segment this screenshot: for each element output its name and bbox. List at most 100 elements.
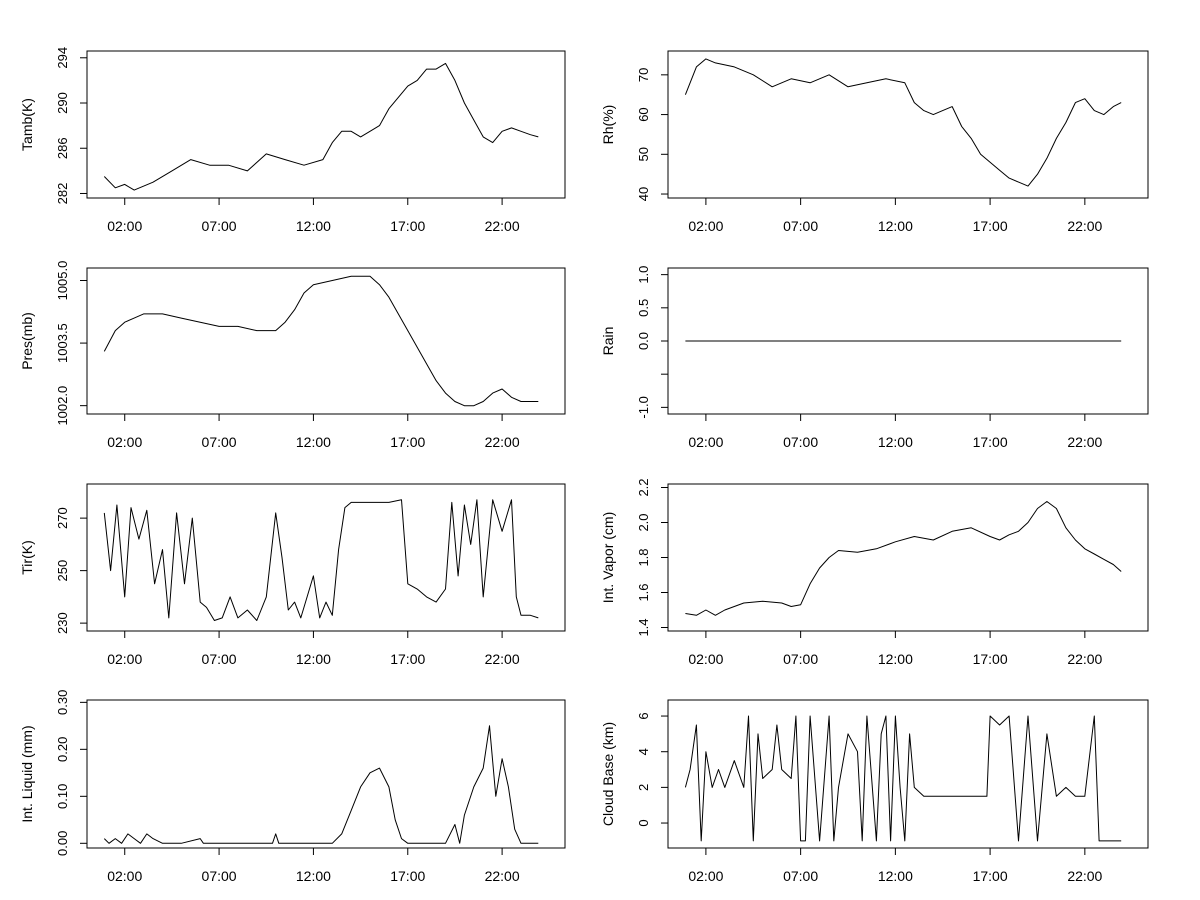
y-tick-label: 282 [55, 183, 70, 205]
plot-frame [667, 50, 1149, 199]
x-tick-label: 22:00 [1067, 651, 1102, 667]
x-tick-label: 22:00 [1067, 434, 1102, 450]
x-tick-label: 12:00 [878, 218, 913, 234]
y-tick-label: 270 [55, 507, 70, 529]
y-tick-label: 2.0 [636, 513, 651, 531]
x-tick-label: 02:00 [107, 651, 142, 667]
x-tick-label: 02:00 [688, 868, 723, 884]
x-tick-label: 07:00 [202, 651, 237, 667]
x-tick-label: 02:00 [107, 218, 142, 234]
y-tick-label: 60 [636, 107, 651, 121]
x-tick-label: 17:00 [390, 868, 425, 884]
y-tick-label: 0.10 [55, 784, 70, 809]
x-tick-label: 22:00 [485, 218, 520, 234]
y-tick-label: 250 [55, 560, 70, 582]
x-tick-label: 17:00 [973, 651, 1008, 667]
plot-frame [667, 699, 1149, 849]
y-axis-label: Rh(%) [600, 105, 616, 145]
series-line [103, 62, 539, 191]
series-line [103, 725, 539, 844]
x-tick-label: 07:00 [783, 434, 818, 450]
x-tick-label: 17:00 [973, 434, 1008, 450]
panel-4: 02:00 07:00 12:00 17:00 22:00 -1.0 0.0 0.5 1.0 Ra… [600, 266, 1149, 450]
x-tick-label: 07:00 [202, 868, 237, 884]
panel-8: 02:00 07:00 12:00 17:00 22:00 0 2 4 6 Cloud Base … [600, 699, 1149, 884]
y-tick-label: 2 [636, 784, 651, 791]
y-tick-label: 50 [636, 147, 651, 161]
x-tick-label: 12:00 [296, 218, 331, 234]
y-axis-label: Int. Vapor (cm) [600, 512, 616, 604]
y-tick-label: 1003.5 [55, 323, 70, 363]
y-tick-label: 0.5 [636, 299, 651, 317]
y-tick-label: 70 [636, 68, 651, 82]
x-tick-label: 17:00 [390, 218, 425, 234]
x-tick-label: 02:00 [688, 218, 723, 234]
panel-6: 02:00 07:00 12:00 17:00 22:00 1.4 1.6 1.8 2.0 2.2… [600, 478, 1149, 667]
y-tick-label: 1.4 [636, 618, 651, 636]
y-tick-label: 0.20 [55, 737, 70, 762]
y-axis-label: Rain [600, 327, 616, 356]
x-tick-label: 17:00 [390, 651, 425, 667]
y-tick-label: 4 [636, 748, 651, 755]
panel-1: 02:00 07:00 12:00 17:00 22:00 282 286 290 294 Tam… [19, 47, 566, 234]
x-tick-label: 22:00 [485, 651, 520, 667]
panel-2: 02:00 07:00 12:00 17:00 22:00 40 50 60 70 Rh(%) [600, 50, 1149, 234]
y-axis-label: Tamb(K) [19, 98, 35, 151]
x-tick-label: 07:00 [202, 218, 237, 234]
series-line [684, 715, 1122, 842]
y-axis-label: Pres(mb) [19, 312, 35, 370]
y-tick-label: 40 [636, 187, 651, 201]
y-tick-label: 290 [55, 92, 70, 114]
x-tick-label: 07:00 [783, 868, 818, 884]
y-tick-label: 294 [55, 47, 70, 69]
y-tick-label: 286 [55, 137, 70, 159]
x-tick-label: 07:00 [783, 651, 818, 667]
plot-frame [86, 699, 566, 849]
y-tick-label: 0.30 [55, 690, 70, 715]
y-tick-label: 230 [55, 612, 70, 634]
y-tick-label: 6 [636, 712, 651, 719]
x-tick-label: 02:00 [107, 868, 142, 884]
x-tick-label: 22:00 [485, 868, 520, 884]
y-axis-label: Cloud Base (km) [600, 722, 616, 826]
panel-7: 02:00 07:00 12:00 17:00 22:00 0.00 0.10 0.20 0.3… [19, 690, 566, 884]
series-line [103, 499, 539, 621]
plot-frame [667, 483, 1149, 632]
x-tick-label: 17:00 [973, 218, 1008, 234]
y-tick-label: 0.0 [636, 332, 651, 350]
y-axis-label: Tir(K) [19, 540, 35, 574]
x-tick-label: 02:00 [688, 434, 723, 450]
x-tick-label: 12:00 [296, 434, 331, 450]
x-tick-label: 07:00 [783, 218, 818, 234]
y-tick-label: 1005.0 [55, 261, 70, 301]
y-tick-label: 2.2 [636, 478, 651, 496]
x-tick-label: 12:00 [878, 868, 913, 884]
x-tick-label: 17:00 [390, 434, 425, 450]
x-tick-label: 02:00 [688, 651, 723, 667]
plot-frame [86, 267, 566, 415]
y-tick-label: -1.0 [636, 396, 651, 418]
x-tick-label: 02:00 [107, 434, 142, 450]
plot-frame [86, 483, 566, 632]
x-tick-label: 12:00 [878, 434, 913, 450]
x-tick-label: 22:00 [1067, 218, 1102, 234]
y-tick-label: 1002.0 [55, 386, 70, 426]
x-tick-label: 12:00 [296, 651, 331, 667]
series-line [103, 275, 539, 407]
y-tick-label: 0.00 [55, 831, 70, 856]
x-tick-label: 12:00 [878, 651, 913, 667]
series-line [684, 58, 1122, 187]
x-tick-label: 12:00 [296, 868, 331, 884]
y-tick-label: 1.8 [636, 548, 651, 566]
y-tick-label: 0 [636, 819, 651, 826]
x-tick-label: 17:00 [973, 868, 1008, 884]
panel-3: 02:00 07:00 12:00 17:00 22:00 1002.0 1003.5 100… [19, 261, 566, 450]
x-tick-label: 22:00 [485, 434, 520, 450]
plot-frame [86, 50, 566, 199]
y-tick-label: 1.0 [636, 266, 651, 284]
x-tick-label: 22:00 [1067, 868, 1102, 884]
panel-5: 02:00 07:00 12:00 17:00 22:00 230 250 270 Tir(K) [19, 483, 566, 667]
series-line [685, 501, 1122, 616]
x-tick-label: 07:00 [202, 434, 237, 450]
